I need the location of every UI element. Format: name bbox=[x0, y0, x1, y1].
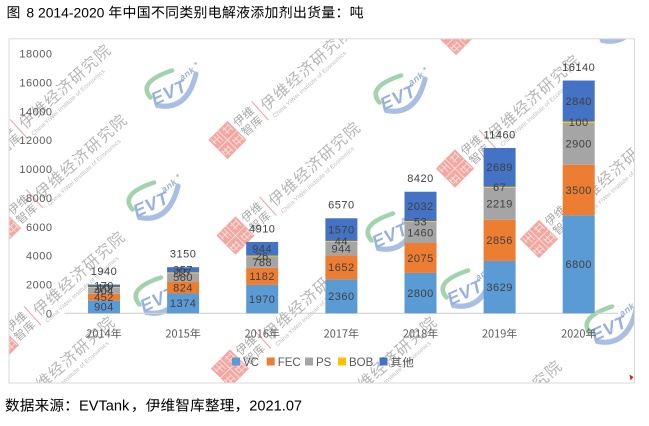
svg-text:357: 357 bbox=[173, 265, 193, 277]
svg-text:3150: 3150 bbox=[170, 249, 196, 261]
svg-text:2840: 2840 bbox=[565, 96, 591, 108]
svg-text:PS: PS bbox=[316, 357, 332, 369]
svg-text:VC: VC bbox=[243, 357, 259, 369]
svg-text:8420: 8420 bbox=[407, 173, 433, 185]
svg-text:1940: 1940 bbox=[91, 266, 117, 278]
svg-text:2856: 2856 bbox=[486, 235, 512, 247]
svg-text:3629: 3629 bbox=[486, 282, 512, 294]
svg-text:12000: 12000 bbox=[19, 135, 52, 147]
svg-text:1570: 1570 bbox=[328, 224, 354, 236]
svg-text:904: 904 bbox=[94, 302, 114, 314]
svg-text:10000: 10000 bbox=[19, 164, 52, 176]
svg-text:6570: 6570 bbox=[328, 200, 354, 212]
svg-text:26: 26 bbox=[256, 251, 269, 263]
svg-text:15: 15 bbox=[176, 268, 189, 280]
svg-text:11460: 11460 bbox=[483, 129, 515, 141]
svg-text:2219: 2219 bbox=[486, 199, 512, 211]
svg-text:18000: 18000 bbox=[19, 49, 52, 61]
svg-text:2032: 2032 bbox=[407, 201, 433, 213]
svg-text:1182: 1182 bbox=[249, 271, 275, 283]
svg-text:BOB: BOB bbox=[349, 357, 374, 369]
svg-text:1374: 1374 bbox=[170, 298, 196, 310]
svg-text:2075: 2075 bbox=[407, 253, 433, 265]
svg-text:1460: 1460 bbox=[407, 227, 433, 239]
svg-text:2689: 2689 bbox=[486, 162, 512, 174]
svg-text:8 2014-2020: 8 2014-2020 bbox=[26, 4, 104, 20]
svg-text:8000: 8000 bbox=[26, 193, 52, 205]
svg-text:788: 788 bbox=[252, 257, 272, 269]
svg-text:944: 944 bbox=[331, 243, 351, 255]
svg-text:0: 0 bbox=[46, 308, 53, 320]
svg-text:1970: 1970 bbox=[249, 294, 275, 306]
svg-text:824: 824 bbox=[173, 282, 193, 294]
svg-text:170: 170 bbox=[94, 281, 114, 293]
svg-text:6800: 6800 bbox=[565, 259, 591, 271]
svg-text:1652: 1652 bbox=[328, 262, 354, 274]
svg-text:2021.07: 2021.07 bbox=[249, 399, 302, 415]
svg-text:2360: 2360 bbox=[328, 291, 354, 303]
svg-text:580: 580 bbox=[173, 272, 193, 284]
svg-text:6000: 6000 bbox=[26, 222, 52, 234]
svg-text:4000: 4000 bbox=[26, 251, 52, 263]
svg-text:44: 44 bbox=[335, 236, 348, 248]
svg-text:FEC: FEC bbox=[278, 357, 301, 369]
svg-text:53: 53 bbox=[414, 216, 427, 228]
svg-text:67: 67 bbox=[493, 182, 506, 194]
svg-text:10: 10 bbox=[97, 282, 110, 294]
svg-text:2900: 2900 bbox=[565, 139, 591, 151]
svg-text:16140: 16140 bbox=[562, 62, 595, 74]
svg-text:2000: 2000 bbox=[26, 280, 52, 292]
svg-text:EVTank: EVTank bbox=[79, 399, 130, 415]
svg-text:404: 404 bbox=[94, 286, 114, 298]
svg-text:452: 452 bbox=[94, 292, 114, 304]
svg-text:2800: 2800 bbox=[407, 288, 433, 300]
svg-text:100: 100 bbox=[569, 117, 589, 129]
svg-text:16000: 16000 bbox=[19, 78, 52, 90]
svg-text:14000: 14000 bbox=[19, 106, 52, 118]
svg-text:944: 944 bbox=[252, 244, 272, 256]
svg-text:3500: 3500 bbox=[565, 185, 591, 197]
svg-text:4910: 4910 bbox=[249, 223, 275, 235]
